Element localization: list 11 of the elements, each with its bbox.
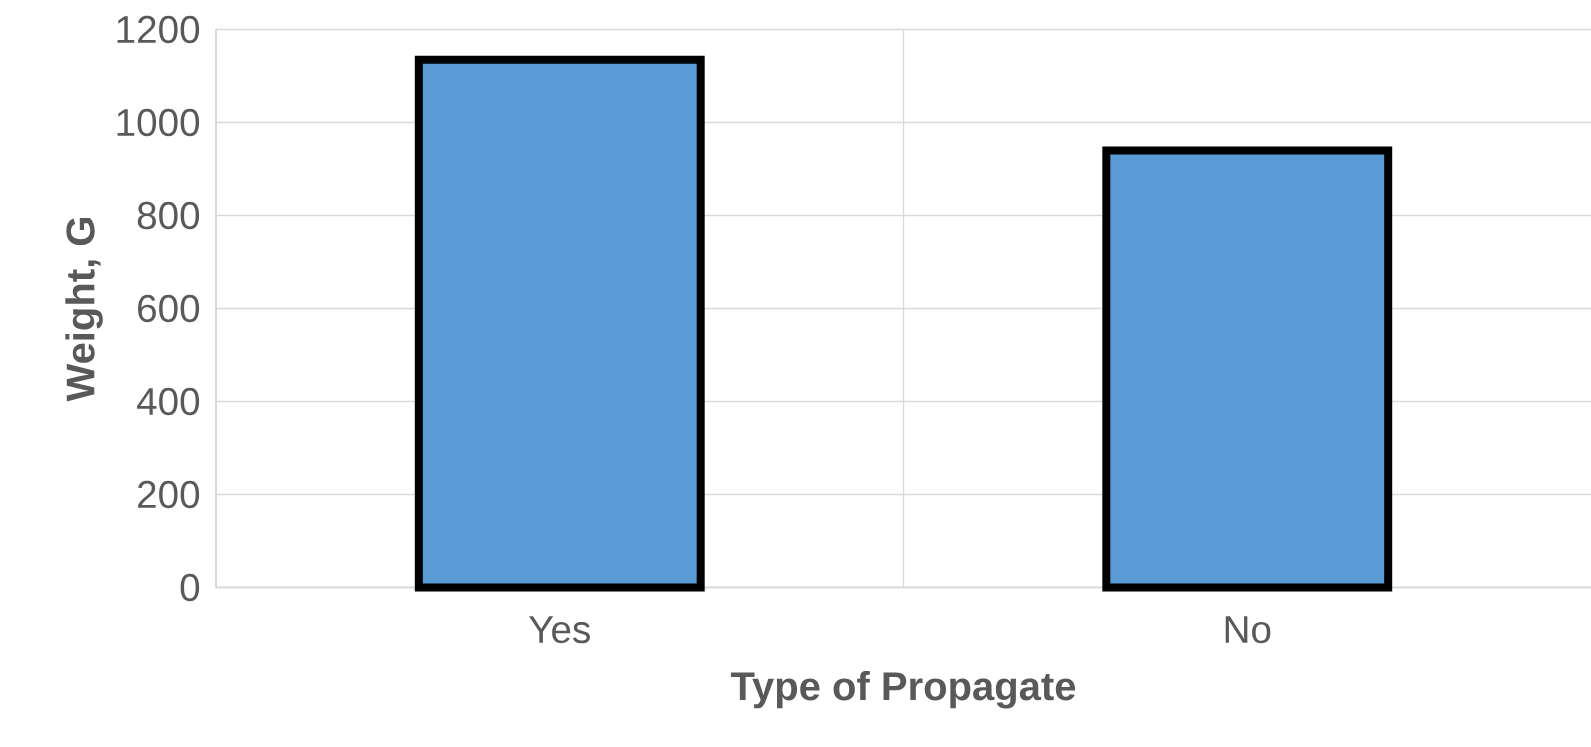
y-tick-label: 0: [180, 573, 200, 602]
x-tick-label: No: [1225, 616, 1271, 644]
x-axis-title: Type of Propagate: [730, 671, 1076, 709]
y-tick-label: 400: [136, 387, 200, 416]
y-tick-label: 800: [137, 201, 200, 230]
y-tick-label: 600: [138, 294, 200, 323]
y-tick-label: 1200: [117, 15, 200, 44]
y-tick-label: 200: [138, 480, 200, 509]
y-tick-label: 1000: [117, 108, 200, 137]
x-tick-label: Yes: [529, 616, 590, 644]
y-axis-title: Weight, G: [65, 218, 103, 402]
